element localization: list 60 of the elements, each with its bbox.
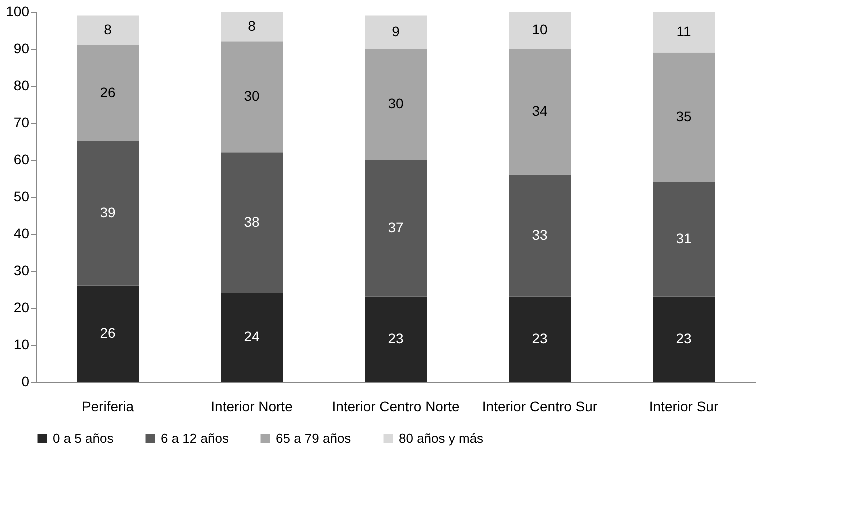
legend-label: 0 a 5 años (53, 430, 114, 446)
data-label: 11 (676, 23, 692, 40)
data-label: 23 (388, 330, 404, 346)
bar (77, 16, 139, 46)
bar (653, 182, 715, 297)
data-label: 8 (248, 18, 256, 34)
y-tick-label: 90 (14, 40, 30, 56)
bar (365, 16, 427, 49)
bar (221, 42, 283, 153)
x-tick-label: Interior Centro Sur (482, 398, 598, 414)
bar (653, 296, 715, 382)
y-tick-label: 80 (14, 78, 30, 94)
data-label: 37 (388, 219, 404, 236)
bar (77, 45, 139, 142)
x-tick-label: Interior Norte (211, 398, 294, 414)
data-label: 38 (244, 214, 260, 230)
y-tick-label: 30 (14, 262, 30, 278)
y-tick-label: 50 (14, 188, 30, 204)
data-label: 9 (392, 23, 400, 40)
legend-label: 65 a 79 años (276, 430, 352, 446)
bar (509, 296, 571, 382)
data-label: 33 (532, 226, 548, 243)
y-tick-label: 40 (14, 226, 30, 242)
y-tick-label: 60 (14, 152, 30, 168)
bar (365, 160, 427, 297)
data-label: 30 (388, 96, 404, 112)
bar (509, 174, 571, 297)
y-tick-label: 100 (6, 4, 30, 20)
data-label: 26 (100, 84, 116, 100)
bar (365, 49, 427, 160)
data-label: 23 (676, 330, 692, 346)
x-tick-label: Periferia (82, 398, 134, 414)
data-label: 24 (244, 328, 260, 345)
bar (509, 12, 571, 49)
data-label: 30 (244, 88, 260, 104)
x-tick-label: Interior Centro Norte (332, 398, 460, 414)
y-tick-label: 70 (14, 114, 30, 130)
legend-label: 6 a 12 años (161, 430, 230, 446)
bar (653, 12, 715, 53)
data-label: 8 (104, 22, 112, 38)
data-label: 35 (676, 108, 692, 124)
bar (77, 142, 139, 286)
bar (221, 152, 283, 294)
bar (221, 293, 283, 382)
bar (221, 12, 283, 42)
bar (365, 296, 427, 382)
y-tick-label: 10 (14, 336, 30, 352)
y-tick-label: 0 (22, 374, 30, 390)
legend-label: 80 años y más (399, 430, 484, 446)
bar (653, 52, 715, 182)
bar (509, 49, 571, 175)
data-label: 31 (676, 230, 692, 247)
y-tick-label: 20 (14, 300, 30, 316)
data-label: 26 (100, 324, 116, 341)
x-tick-label: Interior Sur (649, 398, 719, 414)
data-label: 39 (100, 204, 116, 221)
bar (77, 286, 139, 382)
data-label: 23 (532, 330, 548, 346)
data-label: 10 (532, 22, 548, 38)
data-label: 34 (532, 102, 548, 119)
